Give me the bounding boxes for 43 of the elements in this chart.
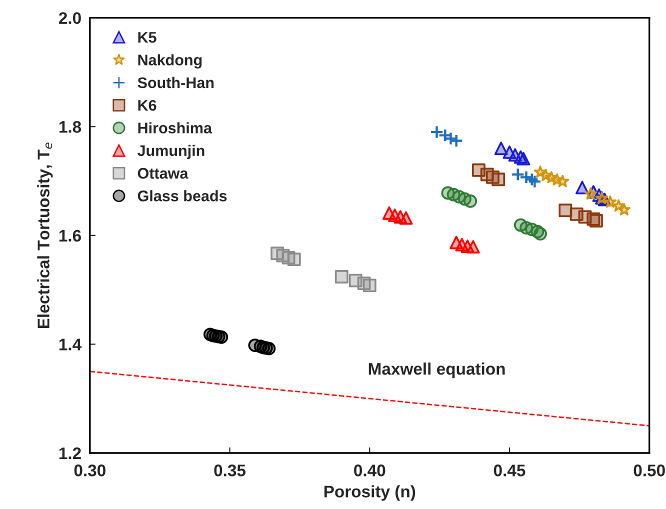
point (556, 174, 570, 188)
x-tick-label: 0.40 (354, 464, 386, 476)
point (464, 194, 478, 208)
legend-label: South-Han (138, 76, 214, 88)
x-tick-label: 0.45 (494, 464, 526, 476)
series-label: Maxwell equation (368, 362, 505, 378)
x-tick-label: 0.50 (634, 464, 665, 476)
point (604, 196, 617, 208)
point (287, 252, 301, 266)
point (334, 270, 348, 284)
x-tick-label: 0.35 (214, 464, 246, 476)
point (466, 240, 480, 254)
point (558, 204, 572, 218)
y-axis-title: Electrical Tortuosity, T$_{e}$ (37, 142, 53, 328)
y-tick-label: 1.4 (59, 338, 82, 350)
point (576, 180, 589, 194)
point (618, 203, 631, 216)
y-tick-label: 1.8 (59, 121, 82, 133)
point (494, 142, 508, 156)
point (528, 174, 542, 188)
point (262, 342, 276, 356)
legend-label: Ottawa (138, 168, 188, 179)
point (584, 187, 598, 200)
point (362, 278, 376, 292)
y-tick-label: 1.6 (59, 230, 81, 242)
point (510, 168, 525, 182)
y-tick-label: 2.0 (58, 12, 81, 24)
legend-label: K5 (138, 32, 156, 43)
legend-label: Jumunjin (138, 144, 204, 160)
legend-label: Hiroshima (138, 122, 212, 134)
point (589, 214, 603, 228)
point (430, 125, 444, 139)
point (214, 330, 228, 344)
point (399, 211, 413, 225)
x-tick-label: 0.30 (74, 464, 106, 476)
x-axis-title: Porosity (n) (324, 485, 416, 501)
point (492, 172, 506, 186)
point (534, 227, 547, 240)
legend-label: Glass beads (138, 190, 227, 202)
legend-label: K6 (138, 100, 156, 111)
point (516, 152, 530, 166)
y-tick-label: 1.2 (59, 447, 81, 460)
legend-label: Nakdong (138, 54, 202, 69)
